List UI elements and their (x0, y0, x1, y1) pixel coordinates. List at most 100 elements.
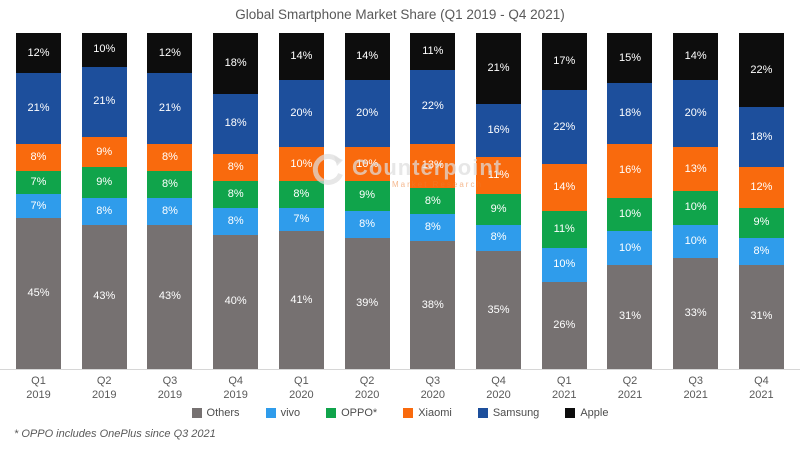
segment-value-label: 10% (618, 207, 641, 220)
bar-segment-vivo: 7% (16, 194, 61, 218)
bar-segment-vivo: 8% (147, 197, 193, 225)
legend-item-xiaomi: Xiaomi (403, 407, 452, 419)
segment-value-label: 7% (293, 212, 310, 225)
segment-value-label: 35% (487, 303, 510, 316)
legend-swatch-vivo (265, 408, 276, 418)
bar-segment-xiaomi: 16% (607, 143, 653, 198)
bar-segment-xiaomi: 8% (213, 153, 259, 181)
bar-segment-apple: 12% (147, 33, 193, 74)
segment-value-label: 11% (422, 45, 444, 58)
x-tick-label: Q4 2020 (486, 375, 511, 401)
x-tick-label: Q2 2019 (91, 375, 117, 401)
x-tick-label: Q2 2020 (354, 375, 380, 401)
bar-segment-apple: 14% (673, 33, 719, 81)
segment-value-label: 12% (750, 181, 773, 194)
bar-segment-vivo: 8% (81, 197, 127, 225)
segment-value-label: 21% (158, 102, 181, 115)
bar-segment-xiaomi: 13% (673, 147, 719, 191)
x-tick-label: Q1 2019 (26, 375, 51, 401)
x-tick-label: Q2 2021 (617, 375, 643, 401)
bar-segment-oppo: 7% (16, 170, 61, 195)
bar-segment-vivo: 8% (738, 237, 784, 265)
segment-value-label: 14% (290, 50, 313, 63)
segment-value-label: 16% (487, 123, 510, 136)
segment-value-label: 8% (359, 218, 376, 231)
x-tick-label: Q4 2021 (749, 375, 774, 401)
segment-value-label: 15% (618, 51, 641, 64)
legend-item-samsung: Samsung (477, 407, 540, 419)
bar-column-q3-2021: 33% 10% 10% 13% 20% 14% (673, 33, 719, 369)
bar-segment-others: 31% (738, 264, 784, 369)
bar-segment-samsung: 22% (410, 70, 456, 144)
bar-segment-others: 43% (81, 224, 127, 369)
bar-segment-apple: 18% (213, 33, 259, 94)
segment-value-label: 13% (421, 159, 444, 172)
bar-segment-vivo: 8% (213, 207, 259, 235)
legend-item-vivo: vivo (265, 407, 300, 419)
bar-segment-xiaomi: 9% (81, 137, 127, 168)
segment-value-label: 8% (30, 150, 47, 163)
bar-segment-others: 38% (410, 241, 456, 369)
bar-segment-samsung: 21% (147, 73, 193, 144)
segment-value-label: 8% (753, 244, 770, 257)
segment-value-label: 26% (553, 318, 576, 331)
bar-segment-samsung: 18% (607, 83, 653, 144)
segment-value-label: 8% (161, 177, 178, 190)
bar-segment-vivo: 8% (410, 214, 456, 242)
x-tick-label: Q1 2021 (552, 375, 577, 401)
bar-segment-xiaomi: 12% (738, 167, 784, 208)
segment-value-label: 20% (290, 107, 313, 120)
x-tick-label: Q3 2019 (157, 375, 183, 401)
segment-value-label: 39% (356, 296, 379, 309)
legend-swatch-others (191, 408, 202, 418)
segment-value-label: 11% (487, 169, 510, 182)
segment-value-label: 8% (227, 160, 244, 173)
segment-value-label: 38% (421, 298, 444, 311)
segment-value-label: 40% (224, 295, 247, 308)
segment-value-label: 10% (93, 43, 116, 56)
legend-item-others: Others (191, 407, 240, 419)
bar-segment-samsung: 18% (738, 106, 784, 168)
segment-value-label: 18% (224, 117, 247, 130)
bar-segment-others: 31% (607, 264, 653, 369)
bar-segment-vivo: 10% (541, 248, 587, 282)
bar-segment-samsung: 22% (541, 90, 587, 165)
bar-segment-oppo: 8% (278, 180, 324, 208)
bar-segment-others: 43% (147, 224, 193, 369)
segment-value-label: 20% (684, 107, 707, 120)
segment-value-label: 9% (359, 189, 376, 202)
legend-item-oppo: OPPO* (326, 407, 377, 419)
x-tick-label: Q4 2019 (223, 375, 248, 401)
bar-segment-samsung: 20% (673, 80, 719, 148)
segment-value-label: 21% (487, 61, 510, 74)
bar-segment-others: 45% (16, 217, 61, 369)
bar-segment-oppo: 9% (344, 180, 390, 212)
segment-value-label: 10% (684, 201, 707, 214)
bar-segment-oppo: 9% (476, 194, 522, 225)
bar-column-q3-2020: 38% 8% 8% 13% 22% 11% (410, 33, 456, 369)
segment-value-label: 8% (424, 221, 441, 234)
segment-value-label: 41% (290, 293, 313, 306)
bar-segment-apple: 10% (81, 33, 127, 67)
chart-title: Global Smartphone Market Share (Q1 2019 … (235, 7, 565, 22)
segment-value-label: 9% (490, 202, 507, 215)
segment-value-label: 8% (227, 214, 244, 227)
footnote: * OPPO includes OnePlus since Q3 2021 (14, 428, 216, 440)
segment-value-label: 31% (618, 310, 641, 323)
segment-value-label: 11% (553, 223, 575, 236)
legend-label: Samsung (492, 407, 540, 419)
bar-segment-xiaomi: 8% (147, 143, 193, 171)
bar-column-q4-2021: 31% 8% 9% 12% 18% 22% (738, 33, 784, 369)
bar-segment-xiaomi: 10% (278, 147, 324, 181)
bar-segment-oppo: 8% (410, 187, 456, 215)
legend-swatch-oppo (326, 408, 337, 418)
legend: Others vivo OPPO* Xiaomi Samsung Apple (0, 407, 800, 419)
legend-item-apple: Apple (565, 407, 608, 419)
segment-value-label: 18% (750, 130, 773, 143)
bar-segment-vivo: 10% (673, 224, 719, 259)
bar-segment-others: 40% (213, 234, 259, 369)
bar-segment-oppo: 11% (541, 211, 587, 249)
bar-column-q1-2021: 26% 10% 11% 14% 22% 17% (541, 33, 587, 369)
legend-label: Xiaomi (418, 407, 452, 419)
legend-label: Apple (580, 407, 609, 419)
